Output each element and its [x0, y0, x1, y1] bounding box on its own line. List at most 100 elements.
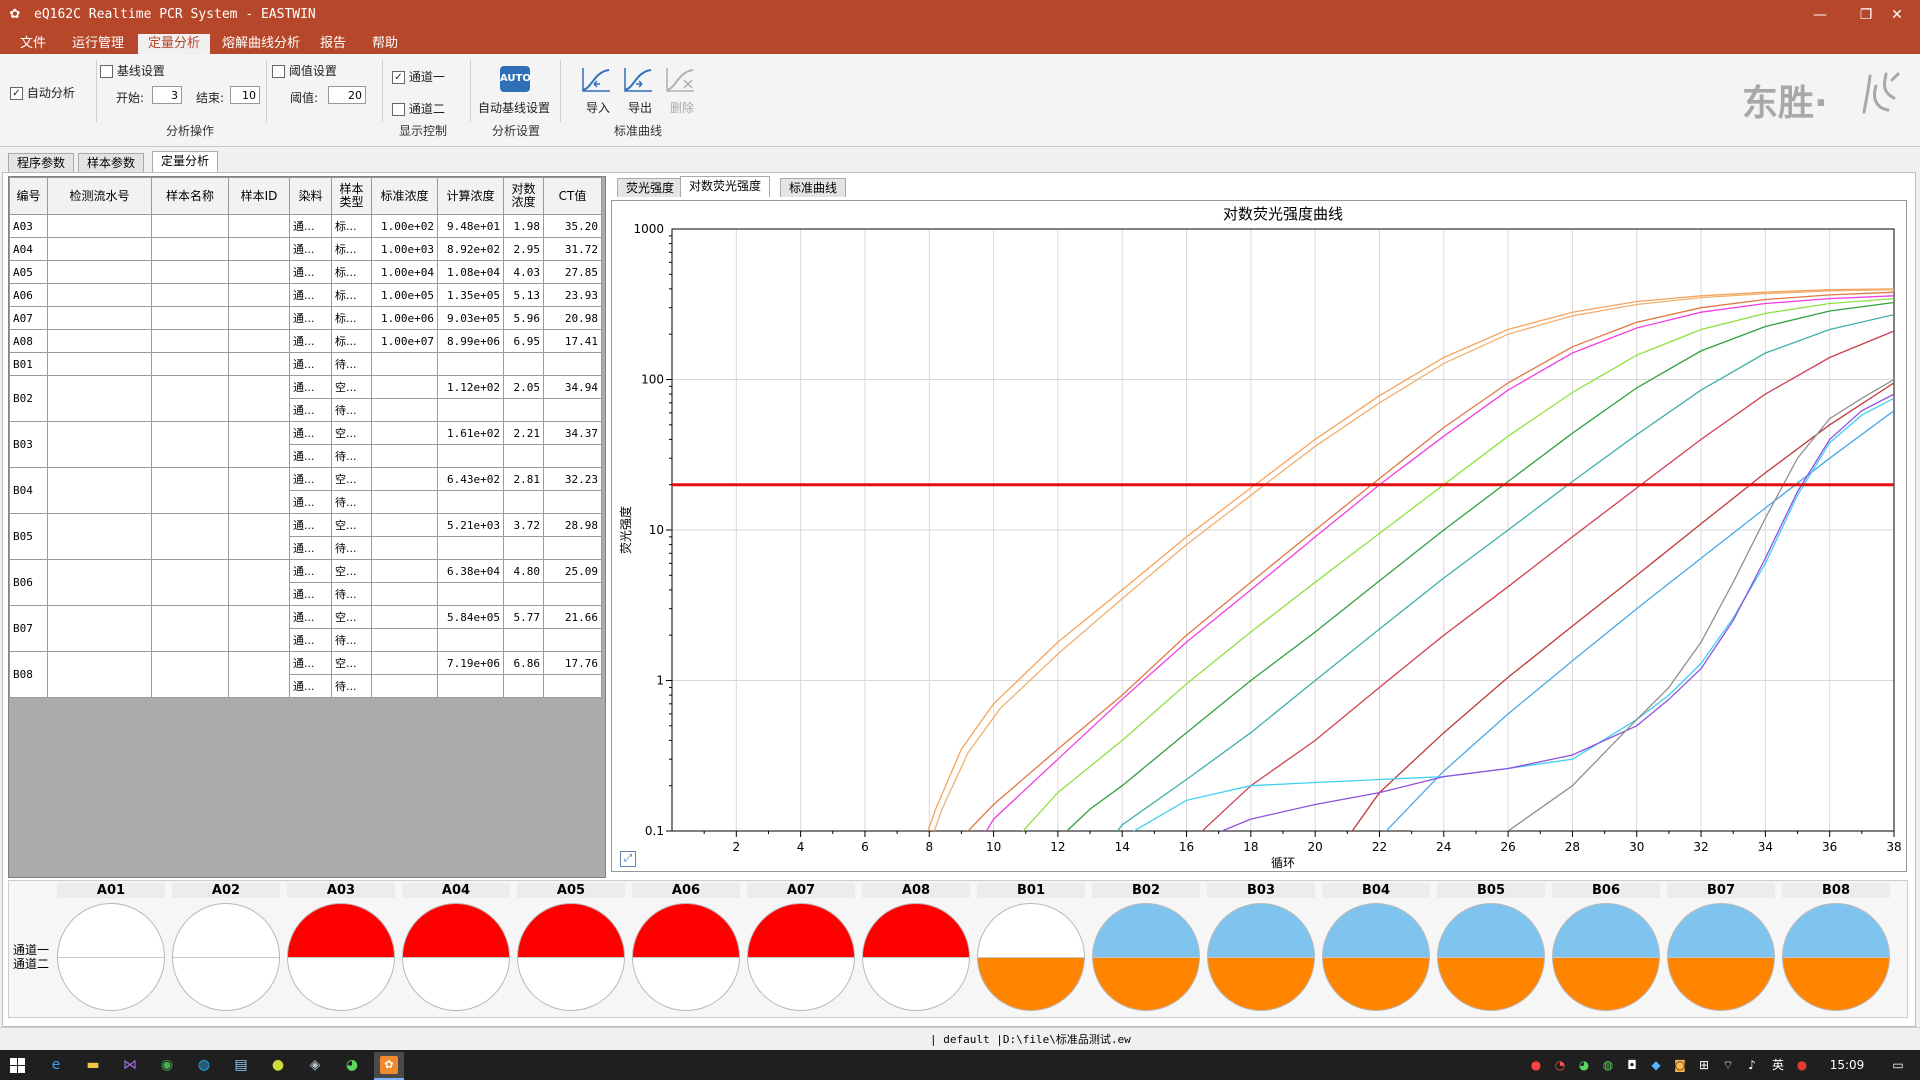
- cell-empty[interactable]: [503, 628, 544, 652]
- col-header-sample-name[interactable]: 样本名称: [151, 177, 229, 215]
- series-line[interactable]: [920, 288, 1894, 854]
- import-button[interactable]: 导入: [586, 101, 611, 115]
- fit-view-icon[interactable]: ⤢: [620, 851, 636, 867]
- cell-id[interactable]: B02: [9, 375, 48, 422]
- tab-standard-curve[interactable]: 标准曲线: [780, 178, 847, 197]
- cell-serial[interactable]: [47, 421, 152, 468]
- cell-dye[interactable]: 通...: [289, 283, 332, 307]
- col-header-log-conc[interactable]: 对数浓度: [503, 177, 544, 215]
- cell-serial[interactable]: [47, 513, 152, 560]
- cell-empty[interactable]: [543, 398, 602, 422]
- cell-dye[interactable]: 通...: [289, 237, 332, 261]
- cell-std-conc[interactable]: [371, 421, 438, 445]
- cell-dye[interactable]: 通...: [289, 306, 332, 330]
- cell-dye[interactable]: 通...: [289, 398, 332, 422]
- table-row[interactable]: B02 通... 空... 1.12e+02 2.05 34.94: [9, 375, 602, 422]
- col-header-ct[interactable]: CT值: [543, 177, 602, 215]
- cell-type[interactable]: 待...: [331, 628, 372, 652]
- table-row[interactable]: A03 通... 标... 1.00e+02 9.48e+01 1.98 35.20: [9, 214, 602, 238]
- cell-calc-conc[interactable]: 9.48e+01: [437, 214, 504, 238]
- cell-dye[interactable]: 通...: [289, 605, 332, 629]
- cell-sample-name[interactable]: [151, 306, 229, 330]
- cell-empty[interactable]: [503, 398, 544, 422]
- cell-calc-conc[interactable]: 7.19e+06: [437, 651, 504, 675]
- cell-empty[interactable]: [503, 490, 544, 514]
- cell-sample-id[interactable]: [228, 283, 290, 307]
- tray-app2-icon[interactable]: ◙: [1674, 1058, 1686, 1072]
- channel1-checkbox[interactable]: ✓ 通道一: [392, 68, 445, 85]
- cell-serial[interactable]: [47, 375, 152, 422]
- series-line[interactable]: [1170, 393, 1894, 854]
- cell-id[interactable]: A07: [9, 306, 48, 330]
- cell-type[interactable]: 待...: [331, 398, 372, 422]
- wifi-icon[interactable]: ⌔: [1722, 1058, 1734, 1072]
- cell-sample-name[interactable]: [151, 352, 229, 376]
- cell-empty[interactable]: [371, 490, 438, 514]
- notes-icon[interactable]: ▤: [234, 1057, 248, 1073]
- cell-calc-conc[interactable]: 1.61e+02: [437, 421, 504, 445]
- series-line[interactable]: [1363, 410, 1894, 855]
- cell-dye[interactable]: 通...: [289, 490, 332, 514]
- cell-std-conc[interactable]: [371, 375, 438, 399]
- maximize-button[interactable]: ❐: [1859, 7, 1873, 23]
- cell-ct[interactable]: 35.20: [543, 214, 602, 238]
- cell-id[interactable]: A04: [9, 237, 48, 261]
- table-row[interactable]: 通... 待...: [10, 444, 602, 468]
- cell-ct[interactable]: 31.72: [543, 237, 602, 261]
- tray-app-icon[interactable]: ◘: [1627, 1058, 1637, 1072]
- well-b03[interactable]: [1207, 903, 1315, 1011]
- cell-sample-name[interactable]: [151, 605, 229, 652]
- cell-log-conc[interactable]: 6.86: [503, 651, 544, 675]
- cell-dye[interactable]: 通...: [289, 329, 332, 353]
- cell-id[interactable]: B04: [9, 467, 48, 514]
- cell-log-conc[interactable]: 5.96: [503, 306, 544, 330]
- cell-log-conc[interactable]: 2.95: [503, 237, 544, 261]
- table-row[interactable]: 通... 待...: [10, 674, 602, 698]
- cell-id[interactable]: B01: [9, 352, 48, 376]
- series-line[interactable]: [1052, 301, 1895, 846]
- col-header-serial[interactable]: 检测流水号: [47, 177, 152, 215]
- cell-type[interactable]: 标...: [331, 329, 372, 353]
- cell-sample-name[interactable]: [151, 260, 229, 284]
- cell-std-conc[interactable]: 1.00e+04: [371, 260, 438, 284]
- well-b02[interactable]: [1092, 903, 1200, 1011]
- cell-empty[interactable]: [371, 536, 438, 560]
- edge-icon[interactable]: e: [51, 1057, 61, 1073]
- well-b07[interactable]: [1667, 903, 1775, 1011]
- cell-ct[interactable]: 17.76: [543, 651, 602, 675]
- export-curve-icon[interactable]: [622, 66, 654, 94]
- cell-sample-name[interactable]: [151, 329, 229, 353]
- ime-indicator[interactable]: 英: [1771, 1058, 1784, 1072]
- cell-sample-id[interactable]: [228, 306, 290, 330]
- cell-type[interactable]: 标...: [331, 260, 372, 284]
- cell-sample-id[interactable]: [228, 329, 290, 353]
- col-header-dye[interactable]: 染料: [289, 177, 332, 215]
- cell-empty[interactable]: [543, 628, 602, 652]
- baseline-setting-checkbox[interactable]: 基线设置: [100, 62, 165, 79]
- app2-icon[interactable]: ◈: [309, 1057, 321, 1073]
- cell-serial[interactable]: [47, 306, 152, 330]
- table-row[interactable]: A06 通... 标... 1.00e+05 1.35e+05 5.13 23.93: [9, 283, 602, 307]
- table-row[interactable]: 通... 待...: [10, 398, 602, 422]
- cell-log-conc[interactable]: 1.98: [503, 214, 544, 238]
- cell-empty[interactable]: [371, 628, 438, 652]
- cell-serial[interactable]: [47, 214, 152, 238]
- cell-empty[interactable]: [543, 536, 602, 560]
- cell-std-conc[interactable]: [371, 352, 438, 376]
- cell-sample-name[interactable]: [151, 421, 229, 468]
- cell-empty[interactable]: [371, 444, 438, 468]
- cell-type[interactable]: 待...: [331, 490, 372, 514]
- tab-fluorescence[interactable]: 荧光强度: [617, 178, 684, 197]
- app-icon[interactable]: ●: [271, 1057, 285, 1073]
- cell-std-conc[interactable]: 1.00e+02: [371, 214, 438, 238]
- cell-calc-conc[interactable]: 1.12e+02: [437, 375, 504, 399]
- menu-melt-curve-analysis[interactable]: 熔解曲线分析: [222, 36, 301, 51]
- tray-icon-2[interactable]: ◔: [1554, 1058, 1566, 1072]
- cell-calc-conc[interactable]: 5.84e+05: [437, 605, 504, 629]
- cell-type[interactable]: 标...: [331, 237, 372, 261]
- cell-sample-name[interactable]: [151, 467, 229, 514]
- cell-empty[interactable]: [503, 674, 544, 698]
- cell-ct[interactable]: [543, 352, 602, 376]
- cell-empty[interactable]: [543, 674, 602, 698]
- auto-baseline-icon[interactable]: AUTO: [500, 66, 531, 92]
